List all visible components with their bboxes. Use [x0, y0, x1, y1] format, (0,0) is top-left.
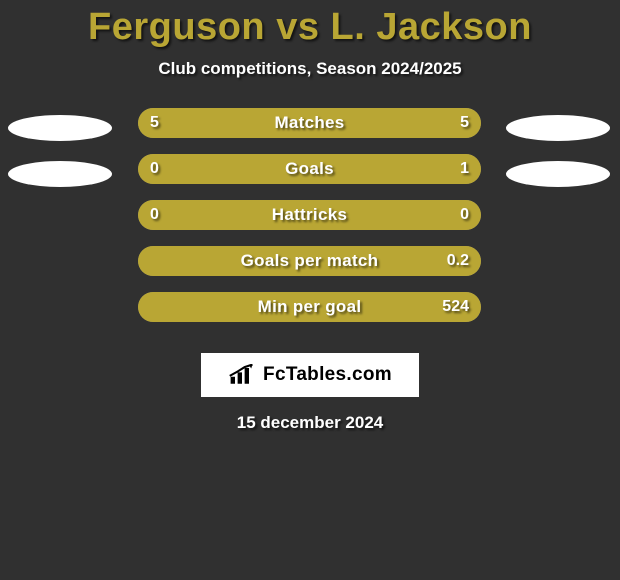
stat-value-right: 5	[460, 108, 469, 138]
stat-value-left: 5	[150, 108, 159, 138]
stat-label: Hattricks	[138, 200, 481, 230]
logo-box: FcTables.com	[201, 353, 419, 397]
stat-label: Matches	[138, 108, 481, 138]
decor-ellipse-left	[8, 115, 112, 141]
decor-ellipse-right	[506, 115, 610, 141]
stat-bar: Goals per match0.2	[138, 246, 481, 276]
logo-text: FcTables.com	[263, 364, 392, 386]
stat-value-right: 1	[460, 154, 469, 184]
stat-label: Goals per match	[138, 246, 481, 276]
stat-label: Goals	[138, 154, 481, 184]
stat-value-left: 0	[150, 200, 159, 230]
page-title: Ferguson vs L. Jackson	[0, 0, 620, 49]
stat-row: Matches5 5	[0, 105, 620, 151]
stat-value-left: 0	[150, 154, 159, 184]
stat-bar: Hattricks0 0	[138, 200, 481, 230]
stat-row: Goals per match0.2	[0, 243, 620, 289]
stat-row: Goals0 1	[0, 151, 620, 197]
stat-bar: Goals0 1	[138, 154, 481, 184]
stat-value-right: 0	[460, 200, 469, 230]
decor-ellipse-left	[8, 161, 112, 187]
logo-chart-icon	[228, 364, 256, 386]
decor-ellipse-right	[506, 161, 610, 187]
stat-row: Min per goal524	[0, 289, 620, 335]
stat-value-right: 0.2	[447, 246, 469, 276]
date-line: 15 december 2024	[0, 413, 620, 433]
stat-rows: Matches55Goals01Hattricks00Goals per mat…	[0, 105, 620, 335]
stat-bar: Matches5 5	[138, 108, 481, 138]
stat-bar: Min per goal524	[138, 292, 481, 322]
page-subtitle: Club competitions, Season 2024/2025	[0, 59, 620, 79]
stat-label: Min per goal	[138, 292, 481, 322]
stat-value-right: 524	[442, 292, 469, 322]
stat-row: Hattricks0 0	[0, 197, 620, 243]
